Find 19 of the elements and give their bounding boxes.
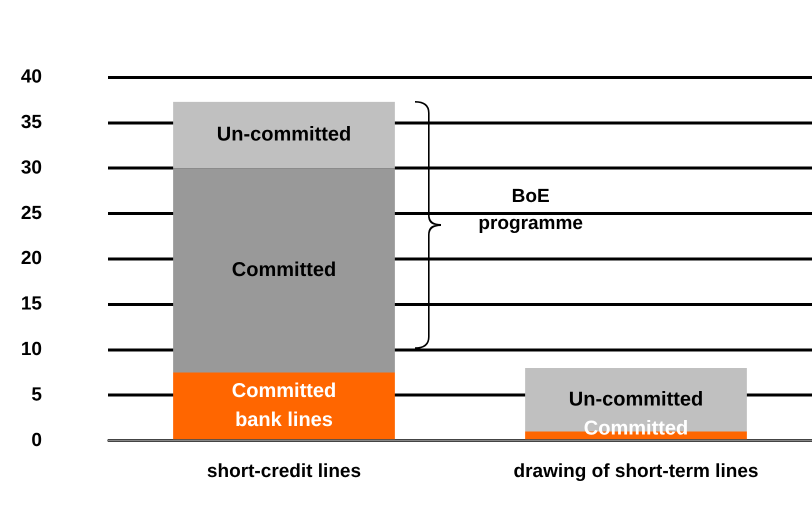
y-tick-label: 25 (20, 202, 42, 224)
data-label: Committed bank lines (232, 380, 336, 431)
y-tick-label: 20 (20, 248, 42, 270)
bar (173, 372, 395, 440)
y-tick-label: 0 (31, 430, 42, 451)
data-label: Committed (232, 258, 336, 281)
bar (173, 102, 395, 168)
annotation: BoE programme (478, 184, 583, 236)
y-tick-label: 30 (20, 157, 42, 178)
data-label: Un-committed (568, 388, 704, 410)
y-tick-label: 5 (31, 384, 42, 406)
y-tick-label: 40 (20, 66, 42, 88)
x-tick-label: drawing of short-term lines (514, 461, 758, 482)
y-tick-label: 15 (20, 294, 42, 315)
bar (173, 168, 395, 372)
y-tick-label: 10 (20, 339, 42, 360)
data-label: Un-committed (216, 124, 352, 146)
y-tick-label: 35 (20, 112, 42, 134)
x-tick-label: short-credit lines (206, 461, 362, 482)
